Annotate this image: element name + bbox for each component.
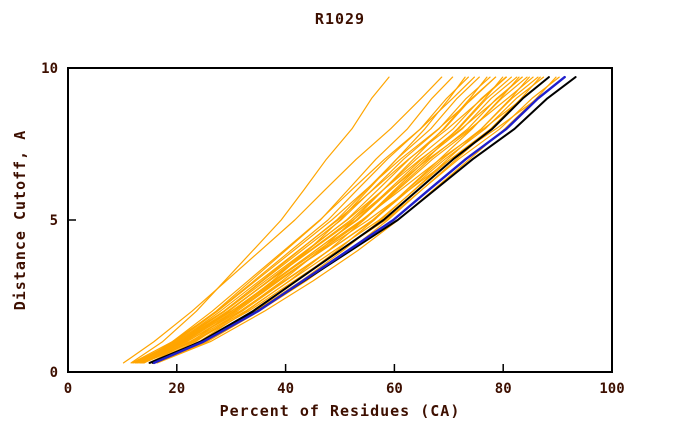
orange-curve <box>132 76 491 364</box>
orange-curve <box>139 76 566 364</box>
orange-curve <box>141 76 508 364</box>
x-tick-label: 20 <box>168 381 185 397</box>
y-tick-label: 0 <box>50 365 58 381</box>
x-axis-label: Percent of Residues (CA) <box>219 402 461 420</box>
black-curve <box>151 76 550 364</box>
y-tick-label: 10 <box>41 61 58 77</box>
chart-title: R1029 <box>314 10 366 28</box>
orange-curve <box>139 76 512 364</box>
x-tick-label: 80 <box>495 381 512 397</box>
x-tick-label: 100 <box>599 381 624 397</box>
orange-curve <box>143 76 534 364</box>
orange-curve <box>138 76 497 364</box>
orange-curve <box>142 76 523 364</box>
orange-curve <box>122 76 443 364</box>
orange-curve <box>139 76 475 364</box>
blue-curve <box>152 75 566 365</box>
y-tick-label: 5 <box>50 213 58 229</box>
orange-curve <box>134 76 518 364</box>
orange-curve <box>141 76 539 364</box>
x-tick-label: 40 <box>277 381 294 397</box>
x-tick-label: 0 <box>64 381 72 397</box>
orange-curve <box>141 76 550 364</box>
orange-curve <box>148 76 466 364</box>
orange-curve <box>140 76 497 364</box>
x-tick-label: 60 <box>386 381 403 397</box>
orange-curve <box>136 76 545 364</box>
orange-curve <box>130 76 390 364</box>
orange-curve <box>140 76 523 364</box>
orange-curve <box>131 76 469 364</box>
